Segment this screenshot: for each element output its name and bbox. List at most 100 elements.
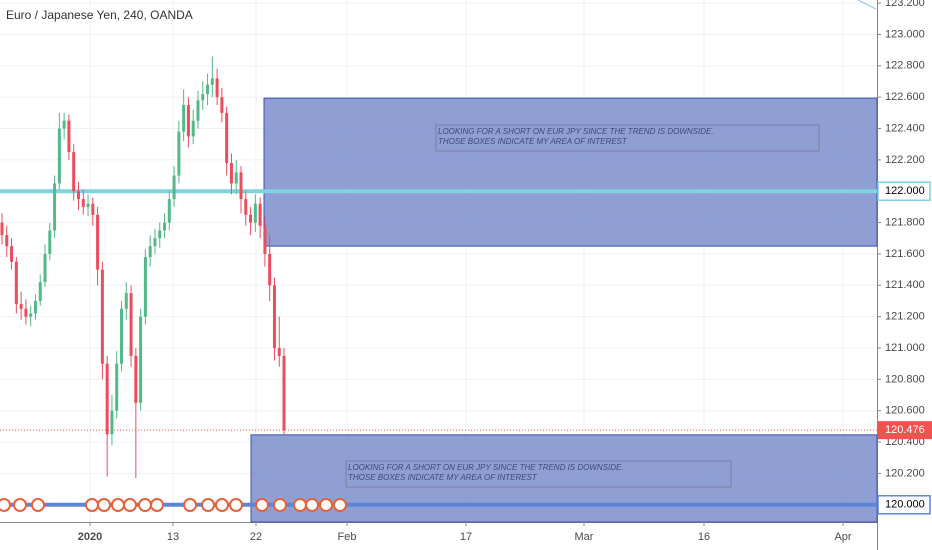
candle-body	[33, 300, 37, 314]
labels: 120.200120.400120.600120.800121.000121.2…	[78, 0, 932, 543]
candle-body	[96, 214, 100, 270]
candle-body	[72, 152, 76, 192]
event-icon[interactable]	[0, 498, 11, 512]
event-icon[interactable]	[273, 498, 287, 512]
candle-body	[76, 191, 80, 200]
candle-body	[115, 363, 119, 411]
y-tick-label: 122.400	[885, 122, 925, 134]
candle-body	[91, 203, 95, 215]
candle-body	[229, 163, 233, 184]
y-tick-label: 120.600	[885, 405, 925, 417]
candle-body	[210, 78, 214, 85]
event-icon[interactable]	[183, 498, 197, 512]
event-icon[interactable]	[31, 498, 45, 512]
event-icon[interactable]	[215, 498, 229, 512]
zone-note: LOOKING FOR A SHORT ON EUR JPY SINCE THE…	[348, 463, 624, 472]
candle-body	[277, 348, 281, 356]
candle-body	[201, 94, 205, 101]
y-tick-label: 121.800	[885, 217, 925, 229]
candle-body	[263, 225, 267, 254]
candle-body	[19, 304, 23, 309]
candle-body	[53, 183, 57, 231]
event-icon[interactable]	[333, 498, 347, 512]
candle-body	[129, 293, 133, 356]
candle-body	[206, 84, 210, 95]
event-icon[interactable]	[201, 498, 215, 512]
candle-body	[5, 235, 9, 247]
candle-body	[234, 172, 238, 184]
candle-body	[120, 308, 123, 364]
candle-body	[57, 128, 61, 184]
event-icon[interactable]	[293, 498, 307, 512]
candle-body	[172, 175, 176, 200]
candle-body	[215, 78, 219, 98]
candle-body	[139, 316, 143, 403]
candle-body	[268, 253, 272, 286]
zone-box	[263, 97, 878, 247]
event-icon[interactable]	[111, 498, 125, 512]
y-tick-label: 121.400	[885, 279, 925, 291]
candles	[0, 56, 286, 479]
level-label-bg	[877, 495, 931, 515]
last-price-bg	[878, 421, 932, 440]
event-icon[interactable]	[150, 498, 164, 512]
x-tick-label: Feb	[338, 531, 357, 543]
candle-body	[110, 410, 114, 435]
event-icon[interactable]	[13, 498, 27, 512]
event-icon[interactable]	[97, 498, 111, 512]
candle-body	[258, 203, 262, 226]
event-icon[interactable]	[138, 498, 152, 512]
candle-body	[158, 230, 162, 239]
candle-body	[191, 120, 195, 137]
zones: LOOKING FOR A SHORT ON EUR JPY SINCE THE…	[250, 97, 878, 523]
y-tick-label: 122.800	[885, 60, 925, 72]
y-tick-label: 121.200	[885, 311, 925, 323]
x-tick-label: 22	[250, 531, 262, 543]
trend-line	[857, 0, 877, 10]
zone-note: THOSE BOXES INDICATE MY AREA OF INTEREST	[438, 137, 628, 146]
candle-body	[143, 257, 147, 317]
chart-title: Euro / Japanese Yen, 240, OANDA	[6, 8, 193, 22]
y-tick-label: 122.200	[885, 154, 925, 166]
candle-body	[14, 261, 18, 305]
candle-body	[163, 222, 167, 231]
candle-body	[134, 355, 138, 403]
event-icon[interactable]	[85, 498, 99, 512]
y-tick-label: 120.200	[885, 467, 925, 479]
x-tick-label: Apr	[834, 531, 851, 543]
candle-body	[196, 100, 200, 121]
candle-body	[272, 285, 276, 348]
candle-body	[167, 199, 171, 223]
candle-body	[148, 246, 152, 258]
candle-body	[220, 97, 224, 113]
x-tick-label: 13	[167, 531, 179, 543]
event-icon[interactable]	[319, 498, 333, 512]
candle-body	[186, 105, 190, 137]
y-tick-label: 121.600	[885, 248, 925, 260]
event-icon[interactable]	[229, 498, 243, 512]
candle-body	[67, 120, 71, 153]
candle-body	[244, 199, 248, 215]
x-tick-label: 2020	[78, 531, 102, 543]
event-icon[interactable]	[305, 498, 319, 512]
y-tick-label: 121.000	[885, 342, 925, 354]
candle-body	[81, 199, 85, 207]
y-tick-label: 122.600	[885, 91, 925, 103]
candle-body	[153, 238, 157, 247]
candle-body	[48, 230, 52, 254]
candle-body	[0, 222, 4, 236]
y-tick-label: 123.200	[885, 0, 925, 9]
note-box	[345, 460, 732, 488]
candle-body	[10, 246, 14, 262]
y-tick-label: 120.800	[885, 373, 925, 385]
candle-body	[43, 253, 47, 283]
candle-body	[177, 131, 181, 176]
candle-body	[24, 308, 28, 317]
event-icon[interactable]	[255, 498, 269, 512]
level-label-bg	[877, 181, 931, 201]
level-label: 122.000	[885, 185, 925, 197]
event-icon[interactable]	[123, 498, 137, 512]
candle-body	[249, 214, 253, 223]
candle-body	[62, 120, 66, 129]
x-tick-label: 17	[460, 531, 472, 543]
